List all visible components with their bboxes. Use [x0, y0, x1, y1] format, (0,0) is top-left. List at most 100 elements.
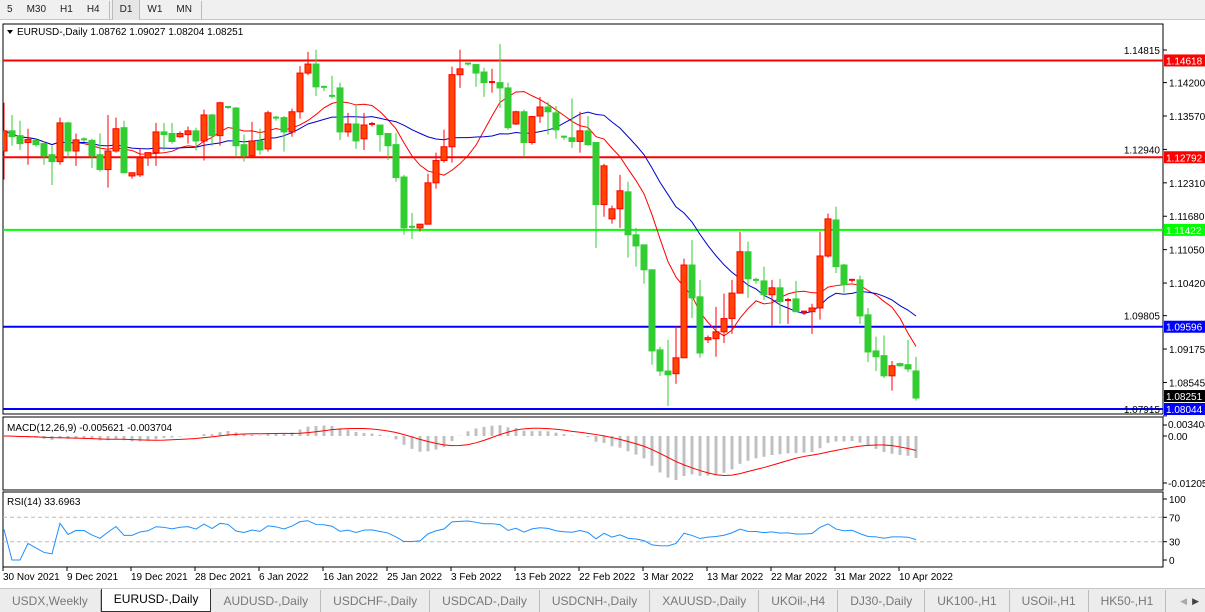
candle-body	[280, 117, 288, 133]
candle-body	[448, 74, 456, 148]
current-price-badge	[1164, 390, 1205, 403]
candle-body	[304, 63, 312, 74]
candle	[912, 356, 920, 401]
candle-body	[416, 223, 424, 229]
chart-tab[interactable]: USDCAD-,Daily	[430, 590, 540, 612]
main-pane	[2, 23, 1164, 415]
candle	[352, 104, 360, 149]
timeframe-toolbar: 5 M30 H1 H4 D1 W1 MN	[0, 0, 1205, 20]
chart-tab[interactable]: USDCNH-,Daily	[540, 590, 651, 612]
candle	[336, 82, 344, 140]
date-label: 28 Dec 2021	[195, 572, 252, 583]
macd-label: MACD(12,26,9) -0.005621 -0.003704	[7, 423, 173, 434]
candle	[616, 174, 624, 228]
candle	[248, 121, 256, 158]
candle	[216, 101, 224, 146]
chart-tab[interactable]: USOil-,H1	[1010, 590, 1089, 612]
candle	[208, 113, 216, 146]
macd-signal-line	[3, 427, 917, 477]
candle-body	[576, 130, 584, 142]
chart-tab[interactable]: XAUUSD-,Daily	[650, 590, 760, 612]
candle-body	[568, 137, 576, 142]
level-price-label: 1.09596	[1166, 323, 1203, 334]
chart-tab[interactable]: USDX,Weekly	[0, 590, 101, 612]
candle	[785, 297, 791, 324]
candle-body	[104, 150, 112, 171]
collapse-triangle-icon[interactable]	[7, 30, 13, 34]
candle-body	[552, 112, 560, 131]
candle	[672, 325, 680, 384]
main-plot	[3, 43, 1163, 411]
candle	[232, 106, 240, 157]
candle	[504, 82, 512, 130]
candle	[576, 111, 584, 153]
candle	[552, 105, 560, 139]
candle	[480, 67, 488, 97]
candle-body	[200, 114, 208, 142]
timeframe-d1[interactable]: D1	[111, 0, 141, 20]
candle-body	[632, 234, 640, 247]
candle-body	[88, 139, 96, 157]
candle-body	[688, 264, 696, 299]
chart-tab[interactable]: DJ30-,Daily	[838, 590, 926, 612]
candle-body	[544, 106, 552, 113]
chart-tab[interactable]: AUDUSD-,Daily	[211, 590, 322, 612]
candle-body	[208, 114, 216, 137]
triangle-right-icon[interactable]: ▶	[1192, 596, 1199, 606]
candle-body	[480, 71, 488, 84]
candle-body	[816, 255, 824, 309]
timeframe-w1[interactable]: W1	[147, 3, 163, 15]
price-tick-label: 1.08545	[1169, 378, 1205, 389]
date-label: 25 Jan 2022	[387, 572, 442, 583]
price-chart[interactable]: 1.14815 1.14200 1.13570 1.12940 1.12310 1.116…	[0, 20, 1205, 588]
candle-body	[440, 146, 448, 162]
timeframe-mn[interactable]: MN	[176, 3, 192, 15]
tab-scroll-arrows[interactable]: ◀ ▶	[1180, 590, 1205, 612]
candle-body	[904, 364, 912, 370]
candle-body	[888, 365, 896, 377]
rsi-tick-label: 30	[1169, 538, 1181, 549]
candle	[192, 127, 200, 151]
level-price-badge	[1164, 223, 1205, 236]
price-tick-label: 1.11050	[1169, 246, 1205, 257]
price-tick-label: 1.12310	[1169, 179, 1205, 190]
timeframe-h1[interactable]: H1	[60, 3, 73, 15]
level-price-label: 1.12792	[1166, 153, 1203, 164]
candle-body	[592, 142, 600, 206]
candle	[24, 128, 32, 165]
chart-tab[interactable]: EURUSD-,Daily	[100, 589, 212, 612]
chart-tab[interactable]: UK100-,H1	[925, 590, 1010, 612]
candle-body	[744, 251, 752, 280]
chart-tab[interactable]: HK50-,H1	[1089, 590, 1167, 612]
chart-tab[interactable]: UKOil-,H4	[759, 590, 839, 612]
candle-body	[248, 140, 256, 157]
candle-body	[520, 111, 528, 144]
candle	[801, 310, 807, 315]
candle	[344, 112, 352, 137]
candle	[184, 126, 192, 144]
candle-body	[624, 191, 632, 236]
chart-tab[interactable]: USDCHF-,Daily	[321, 590, 431, 612]
candle	[592, 142, 600, 249]
candle	[273, 116, 279, 121]
timeframe-h4[interactable]: H4	[86, 3, 100, 15]
triangle-left-icon[interactable]: ◀	[1180, 596, 1188, 606]
timeframe-5[interactable]: 5	[7, 3, 13, 15]
current-price-label: 1.08251	[1166, 392, 1203, 403]
candle-body	[288, 111, 296, 133]
candle-body	[512, 111, 520, 125]
candle-body	[648, 269, 656, 352]
candle-body	[712, 331, 720, 340]
candle-body	[768, 287, 776, 296]
candle-body	[24, 138, 32, 144]
candle-body	[56, 122, 64, 163]
candle	[32, 138, 40, 147]
candle-body	[264, 112, 272, 150]
candle	[128, 172, 136, 179]
candle	[776, 278, 784, 324]
candle	[104, 114, 112, 188]
candle	[849, 278, 855, 283]
candle	[448, 66, 456, 163]
timeframe-m30[interactable]: M30	[26, 3, 47, 15]
candle-body	[184, 130, 192, 136]
